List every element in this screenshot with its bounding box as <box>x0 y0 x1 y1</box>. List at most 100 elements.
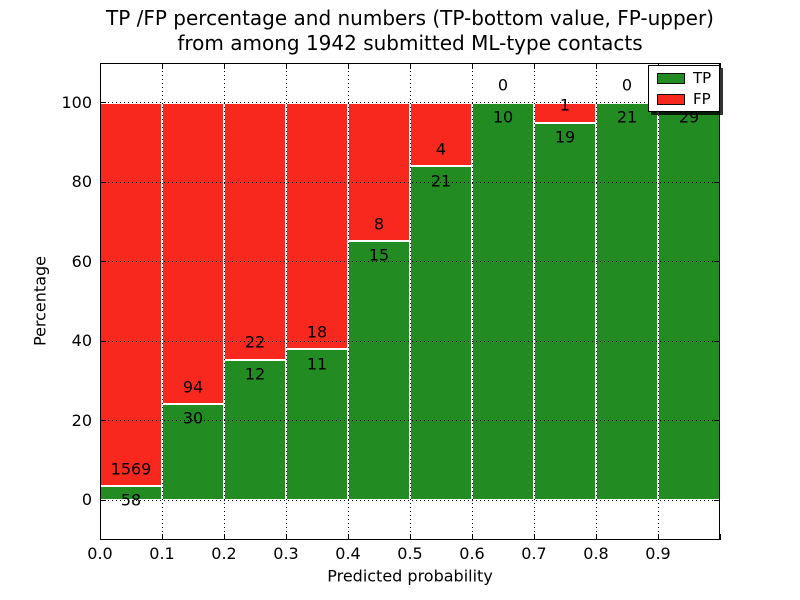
fp-count-label: 4 <box>435 139 447 159</box>
y-tick-mark-left <box>100 181 106 183</box>
tp-count-label: 58 <box>120 490 142 510</box>
y-tick-mark-left <box>100 102 106 104</box>
legend-fp-swatch <box>657 93 685 105</box>
gridline-vertical <box>409 63 411 540</box>
x-tick-mark-bottom <box>657 534 659 540</box>
x-tick-label: 0.6 <box>459 544 485 563</box>
x-tick-mark-bottom <box>533 534 535 540</box>
gridline-vertical <box>657 63 659 540</box>
chart-title: TP /FP percentage and numbers (TP-bottom… <box>106 6 714 56</box>
x-tick-label: 0.7 <box>521 544 547 563</box>
legend-tp-label: TP <box>693 69 712 87</box>
bar-tp-segment <box>410 166 472 501</box>
gridline-vertical <box>533 63 535 540</box>
y-tick-label: 20 <box>71 410 92 430</box>
x-tick-mark-bottom <box>347 534 349 540</box>
fp-count-label: 22 <box>244 332 266 352</box>
gridline-vertical <box>285 63 287 540</box>
bar-tp-segment <box>224 359 286 501</box>
y-tick-mark-left <box>100 261 106 263</box>
x-tick-label: 0.1 <box>149 544 175 563</box>
x-tick-label: 0.0 <box>87 544 113 563</box>
legend-tp-swatch <box>657 72 685 84</box>
x-tick-mark-top <box>409 63 411 69</box>
y-tick-label: 100 <box>61 92 92 112</box>
bar-fp-segment <box>100 102 162 487</box>
gridline-vertical <box>595 63 597 540</box>
x-tick-label: 0.3 <box>273 544 299 563</box>
x-tick-mark-bottom <box>471 534 473 540</box>
x-tick-label: 0.5 <box>397 544 423 563</box>
bar-tp-segment <box>534 122 596 501</box>
y-tick-label: 60 <box>71 251 92 271</box>
tp-count-label: 15 <box>368 245 390 265</box>
x-tick-mark-bottom <box>285 534 287 540</box>
tp-count-label: 21 <box>616 107 638 127</box>
bar-tp-segment <box>162 404 224 501</box>
x-tick-mark-top <box>285 63 287 69</box>
y-tick-mark-right <box>714 261 720 263</box>
y-tick-label: 40 <box>71 331 92 351</box>
gridline-vertical <box>161 63 163 540</box>
tp-count-label: 12 <box>244 364 266 384</box>
y-tick-mark-right <box>714 181 720 183</box>
chart-title-line1: TP /FP percentage and numbers (TP-bottom… <box>106 6 714 30</box>
x-tick-mark-top <box>533 63 535 69</box>
x-tick-mark-top <box>99 63 101 69</box>
tp-count-label: 19 <box>554 127 576 147</box>
y-tick-mark-right <box>714 420 720 422</box>
x-tick-mark-bottom <box>719 534 721 540</box>
x-tick-label: 0.9 <box>645 544 671 563</box>
bar-tp-segment <box>596 102 658 501</box>
y-tick-mark-right <box>714 499 720 501</box>
x-tick-mark-top <box>347 63 349 69</box>
x-tick-mark-top <box>161 63 163 69</box>
tp-count-label: 30 <box>182 408 204 428</box>
x-tick-mark-bottom <box>223 534 225 540</box>
y-tick-mark-right <box>714 340 720 342</box>
tp-count-label: 11 <box>306 354 328 374</box>
legend: TP FP <box>648 65 721 112</box>
x-tick-mark-top <box>595 63 597 69</box>
y-tick-mark-left <box>100 499 106 501</box>
x-axis-label: Predicted probability <box>327 566 493 586</box>
fp-count-label: 8 <box>373 214 385 234</box>
legend-fp-label: FP <box>693 90 711 108</box>
x-tick-label: 0.4 <box>335 544 361 563</box>
axes-frame <box>100 63 720 540</box>
y-tick-mark-left <box>100 340 106 342</box>
gridline-vertical <box>347 63 349 540</box>
bar-tp-segment <box>348 241 410 501</box>
fp-count-label: 0 <box>621 75 633 95</box>
y-tick-label: 80 <box>71 172 92 192</box>
gridline-vertical <box>471 63 473 540</box>
tp-count-label: 10 <box>492 107 514 127</box>
x-tick-mark-top <box>223 63 225 69</box>
fp-count-label: 1 <box>559 95 571 115</box>
bar-fp-segment <box>162 102 224 405</box>
bar-tp-segment <box>472 102 534 501</box>
bar-fp-segment <box>224 102 286 360</box>
legend-entry-tp: TP <box>657 70 711 86</box>
fp-count-label: 94 <box>182 377 204 397</box>
x-tick-mark-top <box>471 63 473 69</box>
y-tick-mark-left <box>100 420 106 422</box>
legend-entry-fp: FP <box>657 91 711 107</box>
fp-count-label: 0 <box>497 75 509 95</box>
x-tick-mark-bottom <box>161 534 163 540</box>
fp-count-label: 1569 <box>110 459 152 479</box>
tp-count-label: 21 <box>430 171 452 191</box>
chart-title-line2: from among 1942 submitted ML-type contac… <box>177 31 643 55</box>
x-tick-mark-bottom <box>409 534 411 540</box>
bar-tp-segment <box>286 349 348 501</box>
x-tick-label: 0.2 <box>211 544 237 563</box>
x-tick-label: 0.8 <box>583 544 609 563</box>
x-tick-mark-bottom <box>595 534 597 540</box>
gridline-vertical <box>223 63 225 540</box>
fp-count-label: 18 <box>306 322 328 342</box>
tp-count-label: 29 <box>678 107 700 127</box>
y-tick-label: 0 <box>81 490 92 510</box>
bar-fp-segment <box>348 102 410 241</box>
x-tick-mark-bottom <box>99 534 101 540</box>
